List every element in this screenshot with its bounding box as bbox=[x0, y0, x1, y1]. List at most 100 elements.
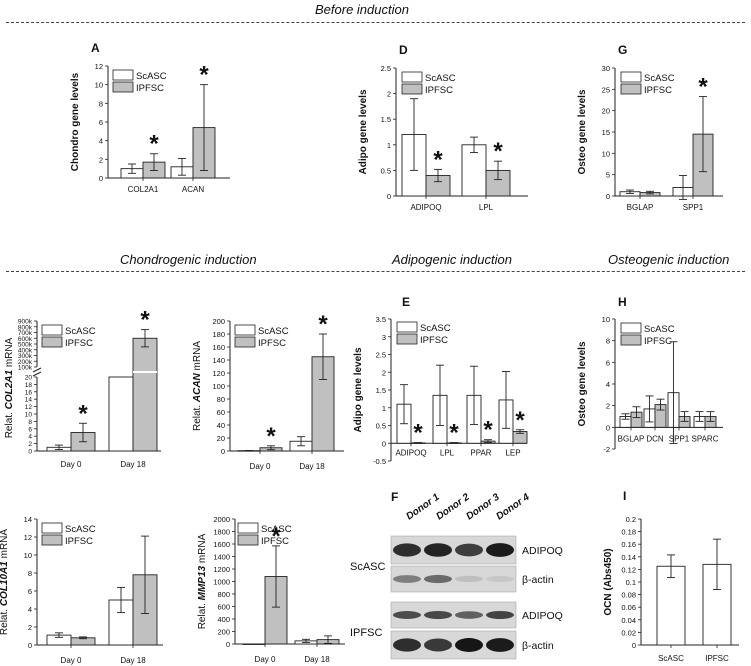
y-tick-label: 2 bbox=[28, 441, 32, 448]
y-tick-label: 3 bbox=[382, 333, 386, 342]
legend-label-ipfsc: IPFSC bbox=[136, 83, 164, 94]
x-tick-label: LPL bbox=[440, 448, 455, 457]
y-tick-label: 8 bbox=[99, 99, 103, 108]
blot-adipoq-ipfsc: ADIPOQ bbox=[390, 601, 563, 629]
y-tick-label: 600k bbox=[18, 336, 33, 343]
header-chondrogenic-induction: Chondrogenic induction bbox=[120, 252, 257, 267]
y-tick-label: 16 bbox=[25, 389, 33, 396]
legend-swatch-scasc bbox=[620, 71, 642, 83]
y-tick-label: 200 bbox=[212, 317, 225, 326]
y-tick-label: 1 bbox=[387, 141, 391, 150]
legend-swatch-scasc bbox=[112, 69, 134, 81]
x-tick-label: IPFSC bbox=[705, 654, 729, 663]
y-tick-label: 0 bbox=[606, 423, 610, 432]
blot-group-label-ipfsc: IPFSC bbox=[350, 627, 382, 639]
y-axis-label-suffix: mRNA bbox=[197, 533, 208, 566]
y-tick-label: 120 bbox=[212, 369, 225, 378]
y-tick-label: 4 bbox=[28, 434, 32, 441]
legend-label-ipfsc: IPFSC bbox=[425, 85, 453, 96]
y-tick-label: 2.5 bbox=[381, 64, 391, 73]
y-tick-label: 800 bbox=[217, 590, 230, 599]
significance-star: * bbox=[78, 400, 88, 427]
y-tick-label: 0 bbox=[382, 439, 386, 448]
blot-bactin-ipfsc: β-actin bbox=[390, 630, 554, 660]
y-tick-label: 6 bbox=[28, 426, 32, 433]
legend-swatch-ipfsc bbox=[41, 336, 63, 348]
y-tick-label: 400 bbox=[217, 615, 230, 624]
significance-star: * bbox=[449, 420, 459, 447]
y-tick-label: 300k bbox=[18, 353, 33, 360]
y-tick-label: 12 bbox=[25, 404, 33, 411]
blot-band bbox=[424, 611, 452, 619]
header-adipogenic-induction: Adipogenic induction bbox=[392, 252, 512, 267]
y-tick-label: 1800 bbox=[213, 528, 230, 537]
y-axis-label-prefix: Relat. bbox=[192, 402, 203, 431]
significance-star: * bbox=[199, 62, 209, 89]
legend-label-scasc: ScASC bbox=[420, 323, 451, 334]
y-tick-label: 2 bbox=[382, 368, 386, 377]
y-tick-label: 8 bbox=[606, 337, 610, 346]
y-axis-label: Adipo gene levels bbox=[353, 347, 364, 432]
panel-letter-f: F bbox=[391, 490, 398, 504]
panel-letter-e: E bbox=[402, 295, 410, 309]
legend-label-scasc: ScASC bbox=[136, 71, 167, 82]
y-axis-label-gene: ACAN bbox=[192, 372, 203, 403]
divider-top bbox=[6, 22, 745, 23]
legend-label-scasc: ScASC bbox=[258, 326, 289, 337]
y-axis-label-prefix: Relat. bbox=[0, 606, 10, 635]
y-axis-label: OCN (Abs450) bbox=[603, 548, 614, 615]
blot-band bbox=[393, 638, 421, 652]
y-tick-label: 12 bbox=[95, 62, 103, 71]
y-tick-label: 140 bbox=[212, 356, 225, 365]
panel-d: 0 0.5 1 1.5 2 2.5 ADIPOQ LPL * * bbox=[381, 64, 528, 212]
x-tick-label: Day 0 bbox=[255, 655, 276, 664]
y-tick-label: -2 bbox=[603, 445, 610, 454]
legend-label-scasc: ScASC bbox=[65, 524, 96, 535]
x-tick-label: Day 18 bbox=[120, 460, 146, 469]
panel-i: 0 0.02 0.04 0.06 0.08 0.1 0.12 0.14 0.16 0.18 0.2 S… bbox=[621, 515, 739, 663]
y-tick-label: 0 bbox=[221, 447, 225, 456]
legend-label-ipfsc: IPFSC bbox=[420, 335, 448, 346]
panel-b2: 0 20 40 60 80 100 120 140 160 180 200 Day 0 Day 18 * * bbox=[212, 311, 344, 471]
panel-letter-g: G bbox=[618, 43, 627, 57]
panel-e: -0.5 0 0.5 1 1.5 2 2.5 3 3.5 ADIPOQ LPL PPAR LEP * * * * bbox=[373, 315, 528, 466]
blot-band bbox=[424, 638, 452, 652]
x-tick-label: ScASC bbox=[658, 654, 684, 663]
legend-swatch-scasc bbox=[401, 71, 423, 83]
y-tick-label: 10 bbox=[24, 551, 32, 560]
significance-star: * bbox=[149, 131, 159, 158]
y-tick-label: 40 bbox=[217, 421, 225, 430]
y-tick-label: 0.1 bbox=[626, 578, 636, 587]
y-tick-label: 10 bbox=[602, 149, 610, 158]
y-tick-label: 0.5 bbox=[381, 166, 391, 175]
bar-scasc bbox=[656, 565, 686, 646]
y-tick-label: 25 bbox=[602, 85, 610, 94]
header-osteogenic-induction: Osteogenic induction bbox=[608, 252, 730, 267]
y-tick-label: 1400 bbox=[213, 553, 230, 562]
y-tick-label: 700k bbox=[18, 330, 33, 337]
panel-c1: 0 2 4 6 8 10 12 14 Day 0 Day 18 bbox=[24, 515, 163, 665]
y-tick-label: 0 bbox=[226, 640, 230, 649]
y-tick-label: 2 bbox=[387, 90, 391, 99]
y-tick-label: 0 bbox=[606, 192, 610, 201]
blot-band bbox=[455, 638, 483, 652]
legend-swatch-scasc bbox=[396, 321, 418, 333]
blot-membrane bbox=[390, 565, 517, 593]
x-tick-label: ADIPOQ bbox=[410, 203, 441, 212]
y-tick-label: 0.18 bbox=[621, 528, 636, 537]
y-tick-label: 0 bbox=[387, 192, 391, 201]
blot-adipoq-scasc: ADIPOQ bbox=[390, 535, 563, 565]
y-tick-label: 1200 bbox=[213, 565, 230, 574]
y-axis-label-suffix: mRNA bbox=[4, 337, 15, 370]
blot-band-label: β-actin bbox=[522, 574, 554, 586]
significance-star: * bbox=[698, 74, 708, 101]
legend-swatch-scasc bbox=[237, 522, 259, 534]
y-tick-label: 10 bbox=[25, 412, 33, 419]
bar-ipfsc bbox=[132, 337, 158, 452]
axis-break-mark bbox=[32, 367, 42, 373]
y-tick-label: 3.5 bbox=[376, 315, 386, 324]
y-tick-label: 600 bbox=[217, 603, 230, 612]
y-tick-label: 1 bbox=[382, 404, 386, 413]
blot-band-label: ADIPOQ bbox=[522, 610, 563, 622]
